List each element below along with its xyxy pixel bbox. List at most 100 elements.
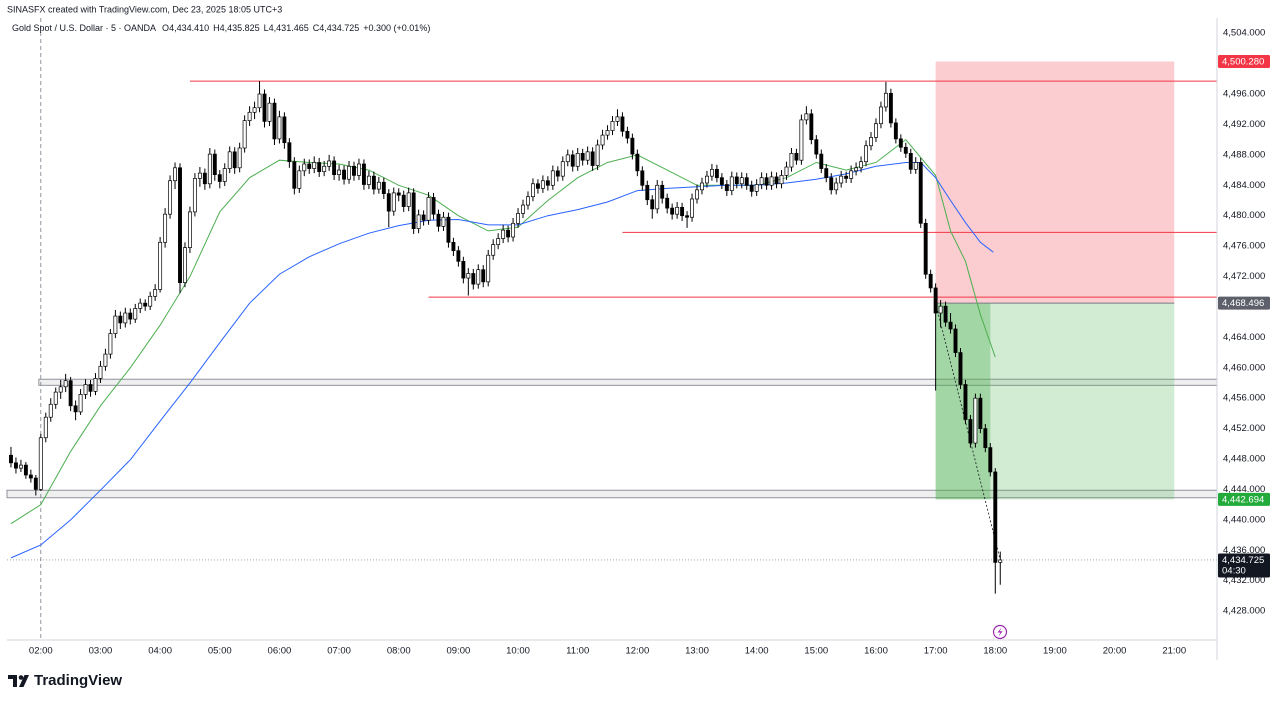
- candle-body: [252, 107, 257, 113]
- candle-body: [918, 162, 923, 224]
- candle-body: [13, 462, 18, 469]
- candle-body: [719, 177, 724, 185]
- candle-body: [401, 194, 406, 207]
- candle-body: [883, 92, 888, 108]
- candle-body: [794, 152, 799, 161]
- candle-body: [670, 207, 675, 215]
- candle-body: [560, 161, 565, 177]
- x-tick-label: 17:00: [924, 646, 948, 657]
- change: +0.300 (+0.01%): [363, 23, 430, 33]
- candle-body: [242, 120, 247, 149]
- candle-body: [43, 416, 48, 439]
- x-tick-label: 13:00: [685, 646, 709, 657]
- candle-body: [590, 151, 595, 166]
- candle-body: [257, 93, 262, 109]
- candle-body: [461, 260, 466, 279]
- candle-body: [357, 163, 361, 176]
- stop-price-tag: 4,500.280: [1222, 57, 1264, 68]
- candle-body: [332, 160, 337, 175]
- candle-body: [68, 380, 73, 407]
- y-tick-label: 4,504.000: [1223, 28, 1265, 39]
- candle-body: [878, 106, 883, 125]
- candle-body: [237, 147, 242, 169]
- candle-body: [531, 183, 535, 198]
- candle-body: [774, 176, 779, 185]
- y-tick-label: 4,456.000: [1223, 393, 1265, 404]
- candle-body: [849, 170, 854, 179]
- candle-body: [516, 213, 520, 224]
- candle-body: [148, 295, 153, 307]
- candle-body: [471, 273, 476, 285]
- target-price-tag-box: [1218, 492, 1270, 506]
- candle-body: [729, 176, 734, 191]
- candle-body: [202, 172, 207, 185]
- candle-body: [938, 305, 943, 314]
- candle-body: [322, 165, 327, 172]
- candle-body: [943, 305, 948, 323]
- candle-body: [898, 138, 903, 148]
- x-tick-label: 16:00: [864, 646, 888, 657]
- candle-body: [227, 151, 232, 169]
- y-tick-label: 4,472.000: [1223, 271, 1265, 282]
- candle-body: [779, 175, 784, 185]
- candle-body: [118, 315, 123, 324]
- candle-body: [138, 302, 143, 309]
- y-tick-label: 4,436.000: [1223, 545, 1265, 556]
- candle-body: [695, 189, 699, 200]
- candle-body: [764, 177, 769, 186]
- x-tick-label: 21:00: [1162, 646, 1186, 657]
- candle-body: [292, 161, 297, 189]
- candle-body: [555, 170, 560, 177]
- candle-body: [903, 146, 908, 154]
- event-icon[interactable]: [992, 624, 1008, 640]
- candle-body: [680, 206, 685, 217]
- candle-body: [411, 192, 416, 229]
- candle-body: [277, 116, 282, 140]
- candle-body: [799, 119, 804, 161]
- candle-body: [222, 168, 227, 182]
- candle-body: [307, 163, 312, 169]
- y-tick-label: 4,432.000: [1223, 575, 1265, 586]
- candle-body: [361, 163, 366, 185]
- candle-body: [660, 184, 665, 199]
- candle-body: [53, 391, 58, 405]
- candle-body: [625, 130, 630, 139]
- y-tick-label: 4,492.000: [1223, 119, 1265, 130]
- candle-body: [988, 447, 993, 473]
- candle-body: [297, 170, 302, 189]
- candle-body: [232, 151, 237, 169]
- candle-body: [784, 166, 789, 176]
- candle-body: [709, 168, 714, 177]
- candle-body: [33, 477, 38, 490]
- candle-body: [610, 121, 615, 131]
- candle-body: [759, 177, 764, 185]
- candle-body: [212, 153, 217, 175]
- candle-body: [371, 175, 376, 190]
- candle-body: [645, 184, 650, 201]
- candle-body: [272, 102, 277, 140]
- ohlc-value: 4,434.410: [169, 23, 209, 33]
- candle-body: [456, 250, 461, 262]
- moving-average: [10, 161, 994, 559]
- candle-body: [908, 152, 913, 170]
- target-price-tag: 4,442.694: [1222, 494, 1264, 505]
- candle-body: [769, 176, 774, 186]
- candle-body: [197, 172, 202, 179]
- candle-body: [978, 397, 983, 429]
- candle-body: [143, 302, 148, 307]
- candle-body: [287, 142, 292, 163]
- entry-price-tag-box: [1218, 296, 1270, 310]
- candle-body: [192, 178, 197, 213]
- current-price-box: [1218, 553, 1270, 578]
- candle-body: [854, 167, 859, 172]
- y-tick-label: 4,448.000: [1223, 454, 1265, 465]
- candle-body: [496, 238, 501, 245]
- candle-body: [749, 184, 754, 192]
- candle-body: [963, 384, 968, 420]
- x-tick-label: 02:00: [29, 646, 53, 657]
- candle-body: [342, 169, 347, 180]
- candle-body: [18, 464, 23, 469]
- candle-body: [511, 222, 516, 238]
- candle-body: [168, 180, 173, 215]
- candle-body: [839, 175, 844, 184]
